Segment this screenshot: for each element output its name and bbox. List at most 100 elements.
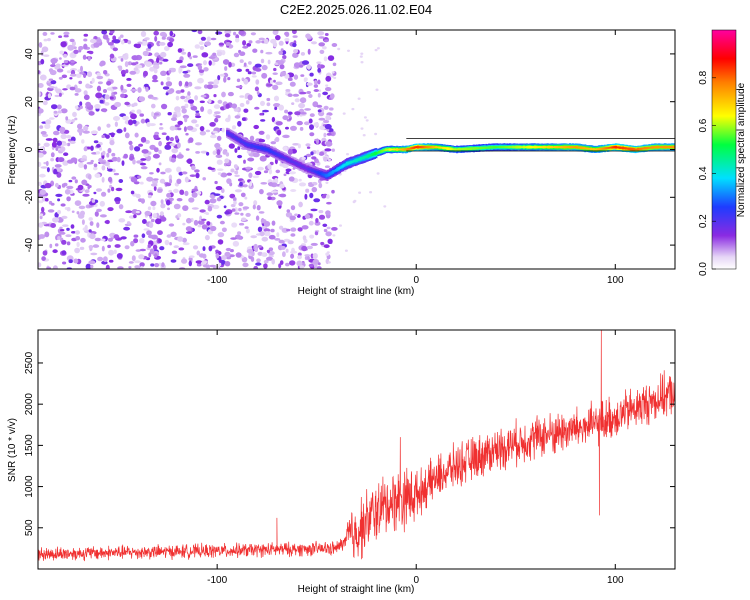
noise-point xyxy=(252,204,256,210)
noise-point xyxy=(120,93,126,98)
noise-point xyxy=(106,123,111,128)
colorbar-gradient xyxy=(711,29,737,270)
noise-point xyxy=(133,102,138,107)
noise-point xyxy=(70,60,75,64)
noise-point xyxy=(206,151,210,156)
noise-point xyxy=(333,76,337,80)
ridge-core xyxy=(566,146,569,148)
noise-point xyxy=(299,126,304,131)
noise-point xyxy=(213,79,220,85)
noise-point xyxy=(126,77,132,81)
noise-point xyxy=(323,244,330,249)
noise-point xyxy=(43,38,48,42)
ridge-core xyxy=(587,147,590,150)
ridge-core xyxy=(545,146,548,148)
noise-point xyxy=(107,188,111,193)
colorbar-label: Normalized spectral amplitude xyxy=(736,82,747,217)
noise-point xyxy=(313,89,319,92)
noise-point xyxy=(259,155,267,162)
ridge-core xyxy=(599,147,602,150)
noise-point xyxy=(67,142,71,147)
noise-point xyxy=(184,117,188,123)
noise-point xyxy=(54,94,60,98)
noise-point xyxy=(150,263,155,267)
noise-point xyxy=(203,211,208,215)
noise-point xyxy=(234,148,238,153)
noise-point xyxy=(76,73,82,79)
noise-point xyxy=(164,239,170,246)
noise-point xyxy=(140,41,148,46)
noise-point xyxy=(325,141,333,147)
ridge-core xyxy=(464,147,467,151)
ridge-core xyxy=(322,173,325,176)
noise-point xyxy=(78,46,84,50)
noise-point xyxy=(43,54,50,57)
noise-point xyxy=(131,255,136,262)
noise-point xyxy=(169,125,176,131)
x-tick-label: -100 xyxy=(207,575,227,586)
noise-point xyxy=(151,103,156,109)
ridge-core xyxy=(578,146,581,149)
noise-point xyxy=(277,60,285,65)
noise-point xyxy=(215,154,223,159)
noise-point xyxy=(304,254,311,257)
noise-point xyxy=(137,175,142,179)
noise-point xyxy=(250,32,256,36)
ridge-core xyxy=(385,148,388,151)
noise-point xyxy=(104,220,110,224)
ridge-core xyxy=(432,145,435,149)
noise-point xyxy=(114,101,122,108)
noise-point xyxy=(182,237,187,243)
noise-point xyxy=(85,101,91,107)
noise-point xyxy=(173,203,181,210)
noise-point xyxy=(66,196,71,202)
noise-point xyxy=(138,254,145,260)
noise-point xyxy=(212,52,217,56)
noise-point xyxy=(274,238,281,241)
noise-point xyxy=(131,55,139,61)
ridge-core xyxy=(430,146,434,149)
ridge-core xyxy=(456,148,459,151)
noise-point xyxy=(96,188,102,192)
noise-point xyxy=(278,263,282,269)
noise-point xyxy=(113,234,120,239)
ridge-core xyxy=(291,160,294,164)
ridge-core xyxy=(242,141,245,145)
noise-point xyxy=(202,246,206,252)
noise-point xyxy=(59,126,66,133)
ridge-core xyxy=(532,146,535,149)
noise-point xyxy=(38,91,41,97)
noise-point xyxy=(57,236,61,240)
noise-point xyxy=(242,45,249,49)
noise-point xyxy=(155,218,162,225)
noise-point xyxy=(229,193,236,199)
noise-point xyxy=(227,114,231,121)
ridge-core xyxy=(364,155,367,159)
noise-point xyxy=(234,174,240,177)
noise-point xyxy=(263,221,271,227)
noise-point xyxy=(140,118,146,124)
noise-point xyxy=(182,70,189,74)
noise-point xyxy=(176,198,183,202)
noise-point xyxy=(47,93,52,99)
noise-point xyxy=(272,72,278,75)
noise-point xyxy=(136,109,142,114)
noise-point xyxy=(215,253,220,259)
noise-point xyxy=(156,57,160,63)
noise-point xyxy=(234,189,242,193)
noise-point xyxy=(100,238,106,242)
ridge-core xyxy=(407,148,410,150)
noise-point xyxy=(313,122,319,128)
noise-point xyxy=(67,44,75,51)
noise-point xyxy=(225,103,230,109)
noise-point xyxy=(207,81,215,85)
noise-point xyxy=(101,191,107,197)
ridge-core xyxy=(520,146,523,149)
noise-point xyxy=(290,233,296,237)
noise-point xyxy=(183,126,187,132)
noise-point xyxy=(202,177,206,181)
noise-point xyxy=(188,255,195,258)
noise-point xyxy=(109,139,115,146)
noise-point xyxy=(144,37,148,41)
noise-point xyxy=(226,178,232,185)
